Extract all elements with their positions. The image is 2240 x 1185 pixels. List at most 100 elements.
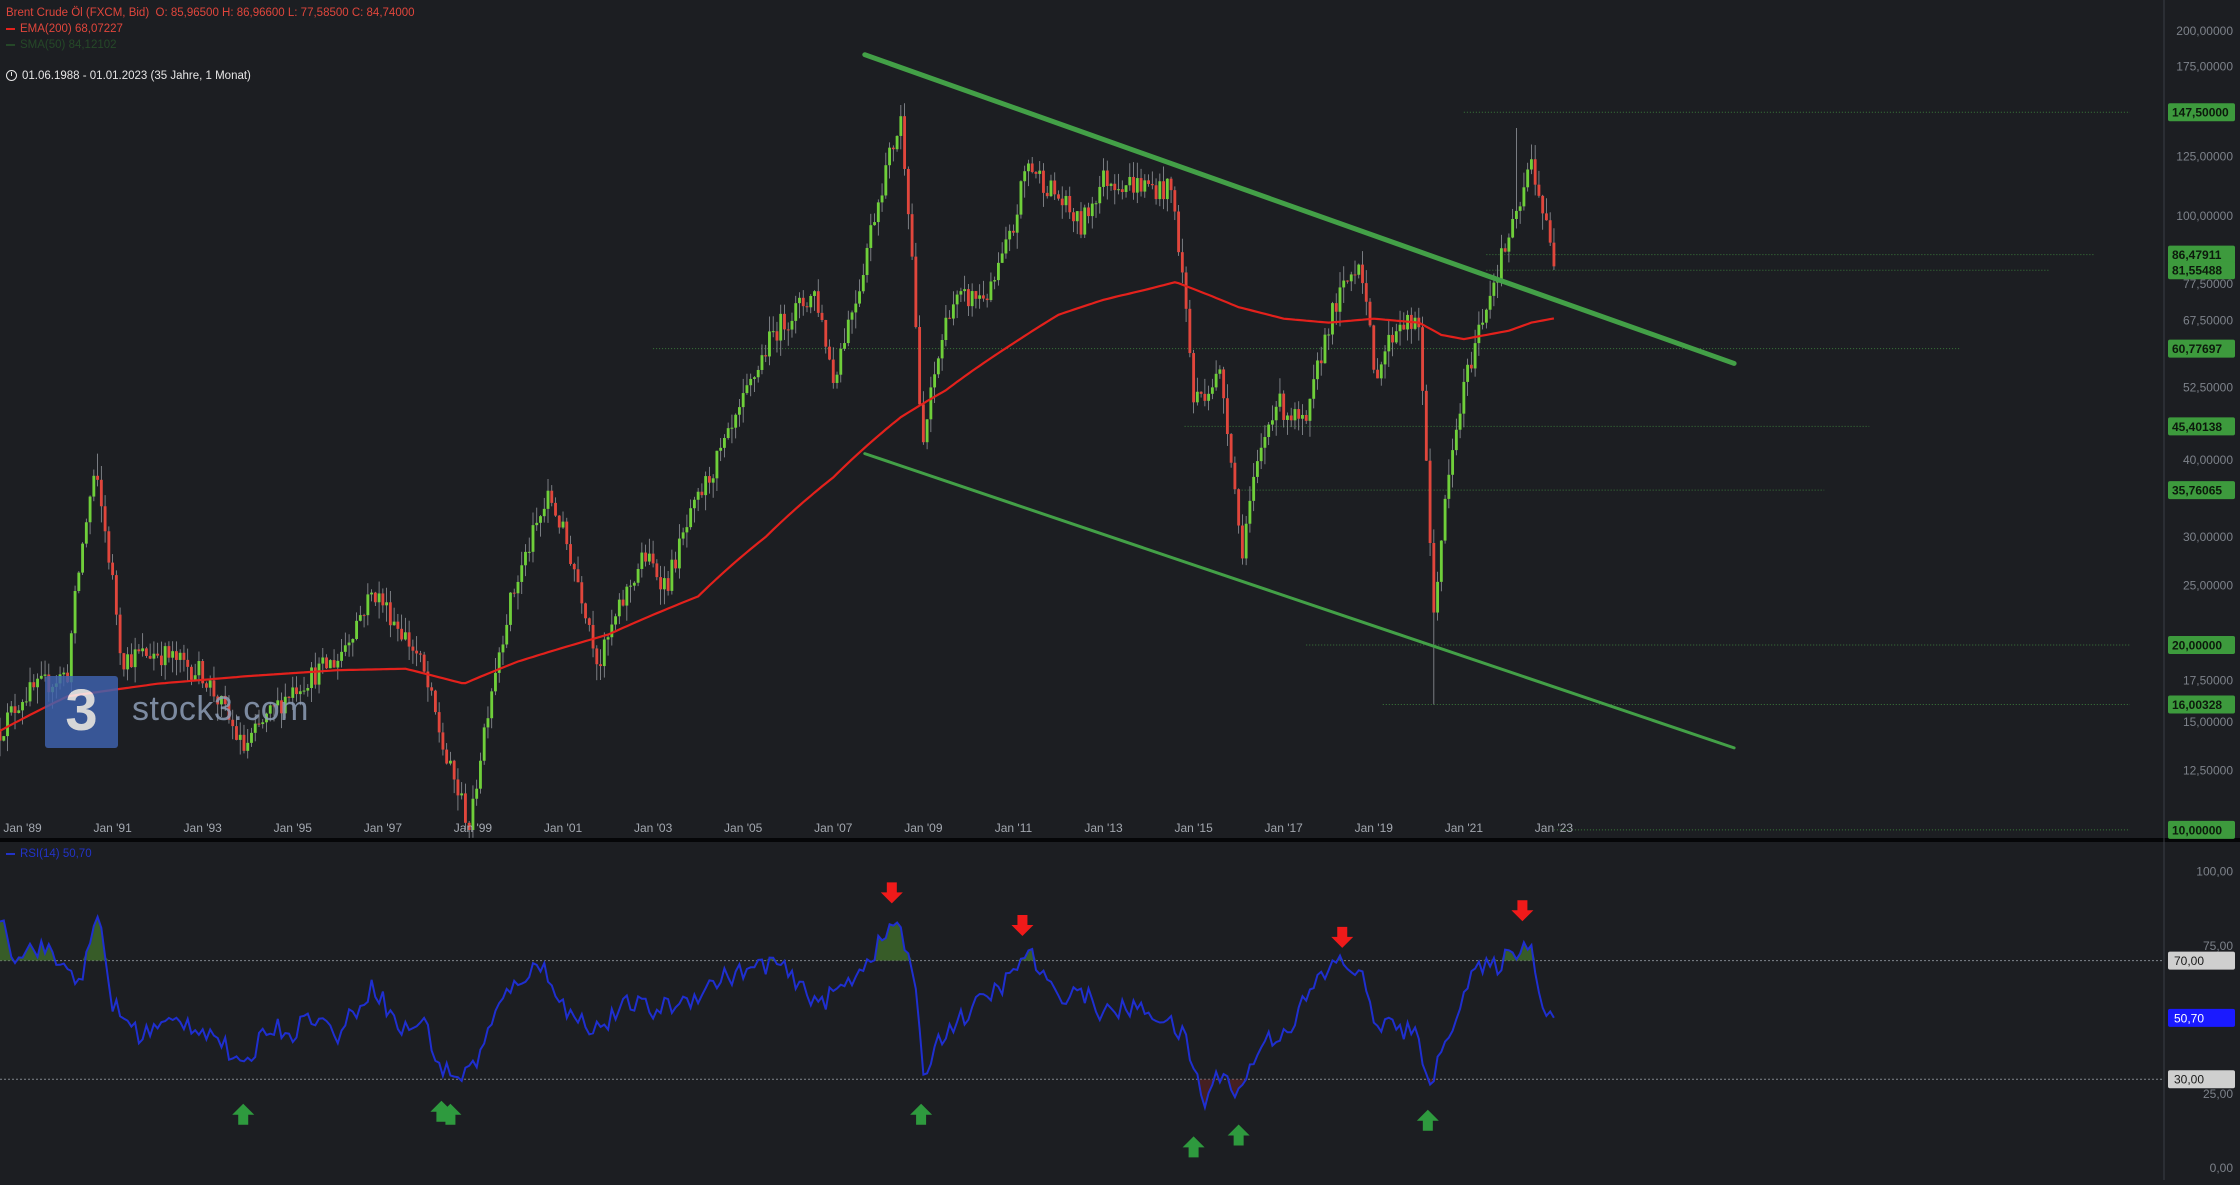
level-badge-label: 147,50000 (2172, 106, 2229, 120)
candle-body (1147, 180, 1150, 184)
level-badge[interactable] (2168, 695, 2235, 714)
date-range[interactable]: 01.06.1988 - 01.01.2023 (35 Jahre, 1 Mon… (6, 69, 251, 84)
candle-body (1376, 369, 1379, 379)
level-badge[interactable] (2168, 261, 2235, 280)
candle-body (1169, 178, 1173, 191)
candle-body (895, 135, 899, 150)
rsi-value-label: 50,70 (2174, 1011, 2204, 1025)
candle-body (531, 525, 535, 552)
candle-body (554, 502, 557, 516)
candle-body (726, 428, 730, 438)
candle-body (625, 586, 629, 606)
candle-body (1368, 301, 1372, 326)
level-badge[interactable] (2168, 339, 2235, 358)
candle-body (197, 661, 201, 676)
candle-body (1488, 295, 1492, 310)
candle-body (1199, 391, 1203, 394)
time-tick-label: Jan '89 (3, 821, 42, 835)
level-badge[interactable] (2168, 417, 2235, 436)
candle-body (1004, 239, 1008, 254)
rsi-level-badge[interactable] (2168, 1070, 2235, 1089)
candle-body (84, 522, 88, 544)
time-tick-label: Jan '01 (544, 821, 583, 835)
candle-body (591, 624, 595, 649)
candle-body (715, 450, 719, 479)
ema-legend[interactable]: EMA(200) 68,07227 (6, 22, 123, 37)
candle-body (816, 291, 820, 313)
candle-body (362, 615, 366, 617)
candle-body (1034, 172, 1038, 174)
candle-body (494, 672, 497, 692)
candle-body (903, 116, 907, 169)
support-resistance-levels[interactable] (653, 111, 2130, 831)
candle-body (933, 374, 937, 388)
instrument-legend[interactable]: Brent Crude Öl (FXCM, Bid) O: 85,96500 H… (6, 6, 415, 21)
candle-body (677, 538, 681, 569)
candle-body (205, 683, 208, 688)
candle-body (171, 651, 175, 658)
level-badge[interactable] (2168, 820, 2235, 839)
candle-body (670, 559, 674, 591)
candle-body (490, 691, 494, 719)
candle-body (1319, 360, 1323, 364)
candle-body (482, 727, 486, 761)
candle-body (39, 675, 43, 679)
rsi-legend[interactable]: RSI(14) 50,70 (6, 848, 92, 860)
candle-body (854, 303, 858, 313)
candle-body (250, 732, 253, 743)
level-badge[interactable] (2168, 245, 2235, 264)
candle-body (1008, 230, 1012, 240)
upper-trendline[interactable] (862, 52, 1737, 366)
level-badge[interactable] (2168, 636, 2235, 655)
candle-body (1023, 171, 1027, 182)
candle-body (1533, 159, 1537, 185)
time-tick-label: Jan '07 (814, 821, 853, 835)
candle-body (516, 581, 520, 594)
candle-body (681, 532, 685, 539)
arrow-up-icon (1416, 1109, 1439, 1131)
candle-body (377, 593, 381, 603)
candle-body (392, 621, 396, 626)
candle-body (347, 642, 351, 646)
candle-body (1286, 415, 1289, 420)
level-badge[interactable] (2168, 103, 2235, 122)
arrow-down-icon (1511, 900, 1534, 922)
candle-body (745, 385, 749, 394)
candle-body (385, 602, 389, 606)
candle-body (595, 648, 599, 665)
time-tick-label: Jan '17 (1265, 821, 1304, 835)
time-axis[interactable]: Jan '89 Jan '91 Jan '93 Jan '95 Jan '97 Jan '… (3, 821, 1573, 835)
candle-body (936, 358, 940, 375)
candle-body (1522, 187, 1526, 207)
ohlc-values: O: 85,96500 H: 86,96600 L: 77,58500 C: 8… (155, 7, 415, 19)
candle-body (460, 793, 464, 796)
candle-body (846, 319, 850, 344)
candle-body (1210, 387, 1214, 394)
candle-body (129, 654, 133, 668)
candle-body (655, 563, 659, 578)
candle-body (298, 691, 302, 695)
level-badge[interactable] (2168, 481, 2235, 500)
candle-body (1424, 390, 1428, 461)
candle-body (1432, 542, 1436, 613)
ema200-series (0, 281, 1555, 732)
lower-trendline[interactable] (863, 452, 1736, 750)
candle-body (475, 788, 479, 799)
price-tick-label: 67,50000 (2183, 314, 2233, 328)
candle-body (1094, 203, 1098, 205)
ema-swatch (6, 27, 15, 30)
rsi-level-badge[interactable] (2168, 951, 2235, 970)
candle-body (1462, 381, 1466, 414)
rsi-value-badge[interactable] (2168, 1008, 2235, 1027)
trendlines[interactable] (862, 52, 1737, 750)
candle-body (587, 618, 591, 625)
candle-body (1068, 195, 1072, 213)
candle-body (1301, 414, 1304, 419)
candle-body (373, 592, 377, 603)
candle-body (437, 712, 441, 733)
candle-body (381, 593, 385, 606)
candle-body (1492, 282, 1496, 296)
candle-body (914, 256, 918, 327)
